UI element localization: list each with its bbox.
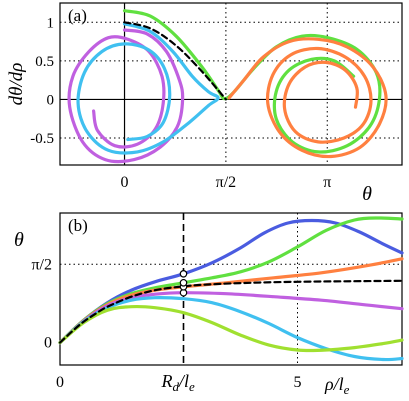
panel-b-tick-labels: 0 5 0 π/2 xyxy=(31,256,301,391)
panel-a-x-axis-label: θ xyxy=(362,183,372,205)
rd-tick-subscript-d: d xyxy=(173,379,180,394)
panel-b-y-tick-label: π/2 xyxy=(31,256,52,273)
panel-a-x-tick-label: π/2 xyxy=(216,174,237,191)
panel-a-series-line-1 xyxy=(76,22,220,155)
panel-b-x-tick-label: 0 xyxy=(56,374,64,391)
panel-b-frame xyxy=(59,212,403,366)
panel-a-x-tick-label: π xyxy=(323,174,331,191)
panel-b-label: (b) xyxy=(68,216,88,235)
panel-a-y-tick-label: -0.5 xyxy=(30,131,54,147)
panel-b-marker-point xyxy=(179,278,188,287)
panel-b-series-line-4 xyxy=(58,296,404,362)
panel-b-marker-point xyxy=(179,269,188,278)
panel-a-y-axis-label: dθ/dρ xyxy=(6,63,27,106)
panel-b-series xyxy=(58,216,404,362)
panel-b: 0 50π/2 (b) θ ρ/le Rd/le xyxy=(14,212,404,397)
panel-a-frame xyxy=(59,2,403,166)
rd-tick-main: R xyxy=(161,371,173,391)
panel-b-gridlines xyxy=(60,213,402,365)
rd-tick-subscript-e: e xyxy=(189,379,195,394)
panel-b-markers xyxy=(179,269,188,297)
panel-b-x-tick-label: 5 xyxy=(294,374,302,391)
panel-a: 0 π/2 π -0.5 0 0.5 1 (a) θ dθ/dρ xyxy=(6,2,403,205)
panel-a-zero-axes xyxy=(60,3,402,165)
panel-b-x-axis-label-main: ρ/l xyxy=(324,374,344,394)
panel-b-series-line-5 xyxy=(58,304,404,353)
panel-b-x-axis-label-subscript: e xyxy=(344,382,350,397)
rd-tick-slash: /l xyxy=(178,371,189,391)
panel-a-y-tick-label: 0 xyxy=(47,92,55,108)
panel-a-x-tick-label: 0 xyxy=(121,174,129,191)
panel-a-y-tick-label: 1 xyxy=(47,15,55,31)
panel-a-gridlines xyxy=(60,3,402,165)
panel-b-y-tick-label: 0 xyxy=(44,335,52,352)
panel-b-y-axis-label: θ xyxy=(14,229,24,251)
panel-b-x-axis-label: ρ/le xyxy=(324,374,350,397)
panel-a-tick-labels: 0 π/2 π -0.5 0 0.5 1 xyxy=(30,15,331,191)
panel-a-series-line-3 xyxy=(227,37,388,159)
panel-a-series-dashed-separatrix xyxy=(123,21,227,101)
panel-a-y-tick-label: 0.5 xyxy=(35,54,54,70)
panel-a-label: (a) xyxy=(68,6,87,25)
panel-b-series-dashed-separatrix xyxy=(58,279,404,344)
panel-a-series xyxy=(67,9,388,164)
panel-b-rd-tick-label: Rd/le xyxy=(161,371,196,394)
